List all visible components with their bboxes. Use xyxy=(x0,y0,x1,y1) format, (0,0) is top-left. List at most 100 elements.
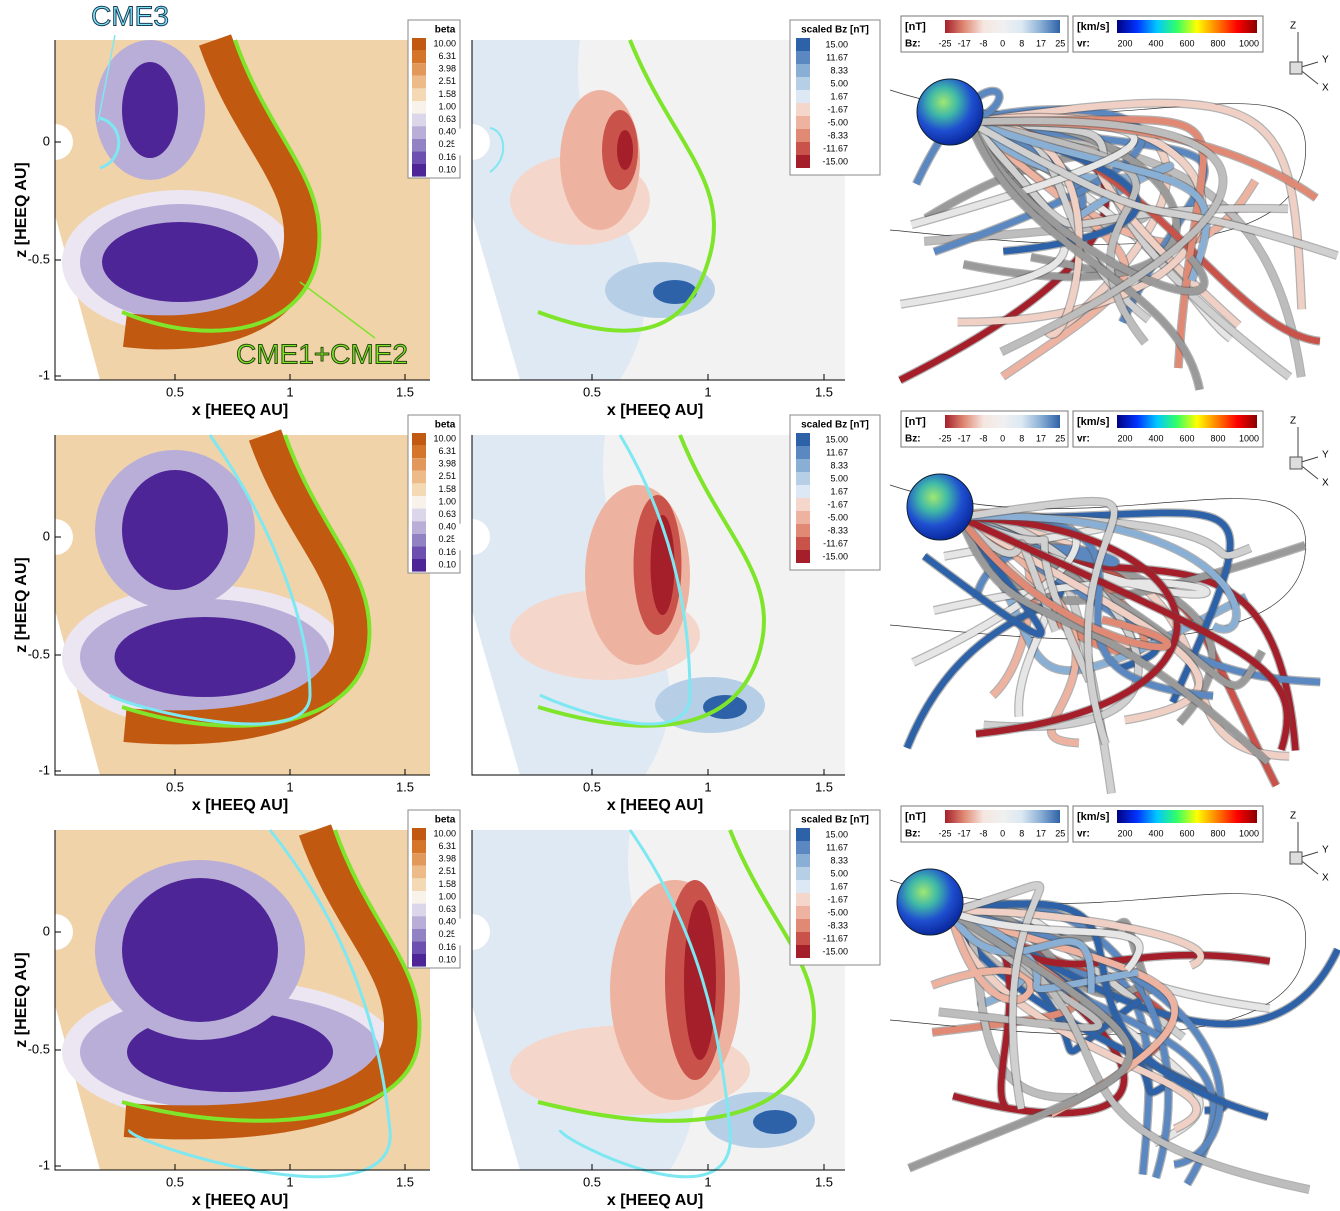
legend-title: scaled Bz [nT] xyxy=(801,420,869,431)
triad-cube xyxy=(1289,456,1303,470)
legend-swatch xyxy=(796,77,810,90)
legend-swatch xyxy=(412,496,426,509)
legend-swatch xyxy=(412,903,426,917)
legend-swatch xyxy=(796,867,810,880)
legend-level: -8.33 xyxy=(827,525,848,535)
colorbar-tick: -25 xyxy=(938,433,951,443)
legend-swatch xyxy=(796,51,810,64)
colorbar-tick: 600 xyxy=(1179,433,1194,443)
legend-level: -15.00 xyxy=(822,156,848,166)
bz-panel: scaled Bz [nT] 15.00 11.67 8.33 5.00 1.67 -1.6… xyxy=(454,19,881,381)
legend-swatch xyxy=(412,445,426,459)
legend-swatch xyxy=(412,50,426,64)
z-axis-label: z [HEEQ AU] xyxy=(13,952,30,1047)
triad-cube xyxy=(1289,851,1303,865)
colorbar-tick: -8 xyxy=(979,828,987,838)
z-tick-label: 0 xyxy=(43,133,50,148)
orbit xyxy=(889,879,1307,1035)
legend-swatch xyxy=(412,101,426,114)
colorbar-tick: 400 xyxy=(1148,433,1163,443)
legend-level: -5.00 xyxy=(827,907,848,917)
cme3-front xyxy=(558,829,732,1179)
legend-swatch xyxy=(412,138,426,152)
legend-swatch xyxy=(412,483,426,496)
low-beta-region xyxy=(122,470,228,590)
colorbar-tick: 8 xyxy=(1019,38,1024,48)
legend-level: 0.25 xyxy=(438,929,456,939)
legend-level: 2.51 xyxy=(438,866,456,876)
x-tick-label: 0.5 xyxy=(583,779,601,794)
triad-lines xyxy=(1297,822,1319,875)
legend-level: 3.98 xyxy=(438,854,456,864)
legend-swatch xyxy=(412,113,426,127)
legend-level: 11.67 xyxy=(826,52,848,62)
colorbar-tick: 400 xyxy=(1148,38,1163,48)
legend-swatch xyxy=(796,511,810,524)
legend-level: 8.33 xyxy=(830,460,848,470)
field-line xyxy=(959,513,1240,633)
legend-level: 0.10 xyxy=(438,954,456,964)
legend-level: 10.00 xyxy=(433,828,456,838)
colorbar xyxy=(945,810,1060,823)
colorbar-tick: -8 xyxy=(979,433,987,443)
legend-level: 10.00 xyxy=(433,433,456,443)
legend-level: 0.10 xyxy=(438,164,456,174)
legend-level: 11.67 xyxy=(826,447,848,457)
legend-swatch xyxy=(412,164,426,177)
legend-swatch xyxy=(412,38,426,51)
colorbar-tick: 1000 xyxy=(1239,38,1259,48)
colorbar-tick: 800 xyxy=(1210,38,1225,48)
field-line xyxy=(956,515,1270,765)
legend-level: -1.67 xyxy=(827,894,848,904)
cme3-front xyxy=(489,127,505,173)
legend-swatch xyxy=(412,75,426,89)
sun xyxy=(906,473,974,541)
field-line xyxy=(907,909,1133,1172)
triad-label: Z xyxy=(1290,416,1296,427)
x-tick-label: 1.5 xyxy=(815,384,833,399)
sun xyxy=(896,868,964,936)
field-line xyxy=(948,908,1139,993)
colorbar-unit: [km/s] xyxy=(1077,811,1110,823)
legend-level: 0.16 xyxy=(438,152,456,162)
x-tick-label: 1.5 xyxy=(396,384,414,399)
field-line xyxy=(959,513,1214,700)
colorbar-unit: [nT] xyxy=(905,21,926,33)
legend-swatch xyxy=(796,459,810,472)
legend-level: 8.33 xyxy=(830,855,848,865)
triad-label: X xyxy=(1322,83,1329,94)
legend-level: 0.63 xyxy=(438,509,456,519)
legend-level: 5.00 xyxy=(830,868,848,878)
legend-level: 5.00 xyxy=(830,473,848,483)
annotation: CME3 xyxy=(91,0,169,31)
legend-swatch xyxy=(796,64,810,77)
colorbar-tick: 17 xyxy=(1036,433,1046,443)
field-line xyxy=(966,120,1203,391)
triad-label: X xyxy=(1322,478,1329,489)
colorbar-legend: [nT] Bz: -25 -17 -8 0 8 17 25 [km/s] vr: 200 400 600 8… xyxy=(900,15,1264,53)
legend-swatch xyxy=(412,521,426,534)
axes xyxy=(471,40,845,381)
legend-level: -1.67 xyxy=(827,499,848,509)
legend-level: 1.67 xyxy=(830,91,848,101)
legend-level: -11.67 xyxy=(823,538,848,548)
legend-level: 0.25 xyxy=(438,534,456,544)
legend-swatch xyxy=(412,891,426,904)
axes xyxy=(471,830,845,1171)
cme3-front xyxy=(108,434,312,726)
field-line xyxy=(947,910,1095,993)
colorbar-unit: [nT] xyxy=(905,416,926,428)
x-tick-label: 1 xyxy=(286,384,293,399)
field-line xyxy=(949,882,1043,1110)
legend-level: -11.67 xyxy=(823,143,848,153)
field-line xyxy=(933,514,1210,614)
x-tick-label: 1.5 xyxy=(815,779,833,794)
colorbar-tick: 800 xyxy=(1210,433,1225,443)
field-line xyxy=(948,908,1143,973)
shock-front xyxy=(537,39,716,333)
colorbar xyxy=(1117,415,1257,428)
legend-level: -5.00 xyxy=(827,117,848,127)
field-line xyxy=(930,911,1034,1004)
field-line xyxy=(949,908,1204,969)
legend-level: -5.00 xyxy=(827,512,848,522)
